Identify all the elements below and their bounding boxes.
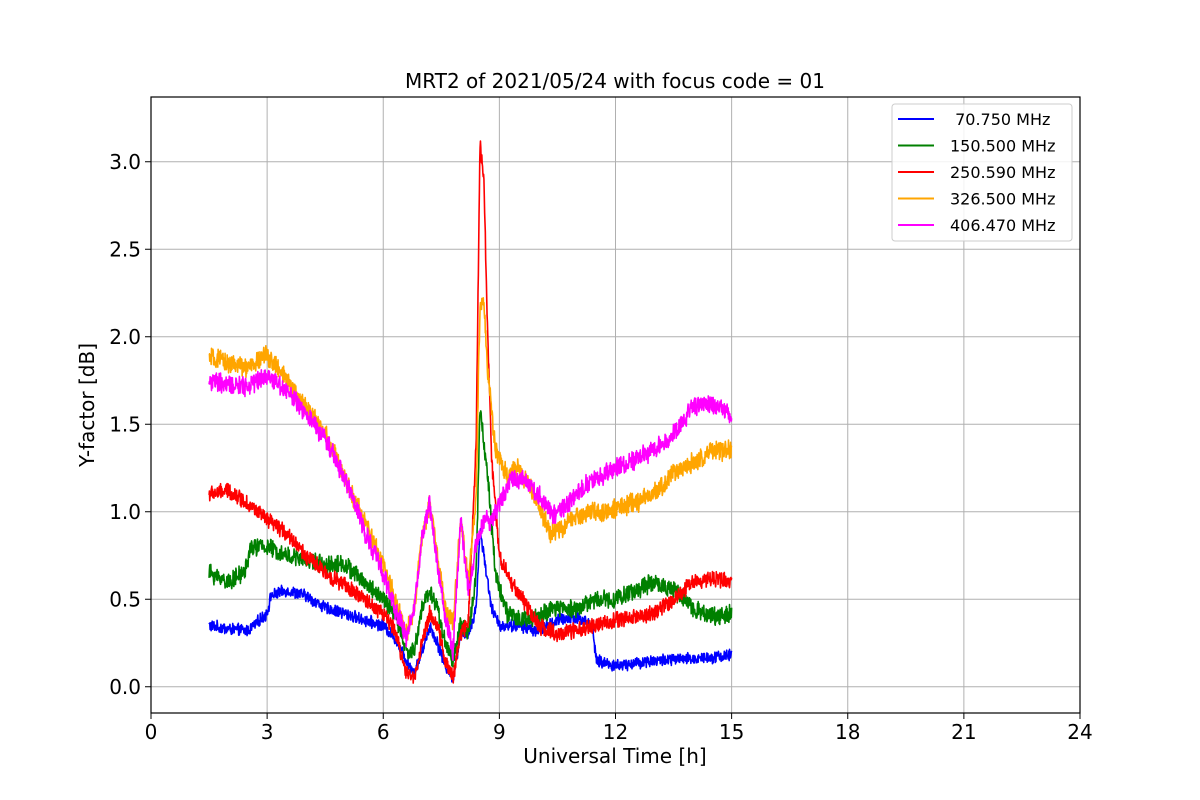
- legend-label: 70.750 MHz: [950, 110, 1050, 129]
- x-tick-label: 15: [719, 720, 744, 744]
- y-tick-label: 2.5: [109, 237, 141, 261]
- series-line: [208, 527, 733, 683]
- legend-label: 150.500 MHz: [950, 137, 1055, 156]
- x-tick-label: 12: [603, 720, 628, 744]
- x-tick-label: 18: [835, 720, 860, 744]
- series-line: [208, 369, 733, 661]
- legend-label: 250.590 MHz: [950, 163, 1055, 182]
- chart-title: MRT2 of 2021/05/24 with focus code = 01: [405, 69, 825, 93]
- legend-label: 406.470 MHz: [950, 216, 1055, 235]
- y-tick-label: 2.0: [109, 325, 141, 349]
- x-axis-label: Universal Time [h]: [523, 744, 706, 768]
- legend: 70.750 MHz 150.500 MHz 250.590 MHz 326.500 …: [891, 103, 1073, 242]
- legend-box: [891, 103, 1073, 242]
- x-tick-label: 24: [1067, 720, 1092, 744]
- y-axis-label: Y-factor [dB]: [75, 343, 99, 468]
- y-tick-label: 3.0: [109, 150, 141, 174]
- y-tick-label: 1.0: [109, 500, 141, 524]
- x-tick-label: 9: [493, 720, 506, 744]
- x-axis: 0 3 6 9 12 15 18 21 24: [145, 713, 1093, 744]
- legend-label: 326.500 MHz: [950, 190, 1055, 209]
- series-line: [208, 410, 733, 668]
- y-tick-label: 1.5: [109, 412, 141, 436]
- x-tick-label: 3: [261, 720, 274, 744]
- x-tick-label: 21: [951, 720, 976, 744]
- y-tick-label: 0.0: [109, 675, 141, 699]
- x-tick-label: 6: [377, 720, 390, 744]
- y-axis: 0.0 0.5 1.0 1.5 2.0 2.5 3.0: [109, 150, 151, 699]
- y-tick-label: 0.5: [109, 587, 141, 611]
- x-tick-label: 0: [145, 720, 158, 744]
- series-layer: [208, 140, 733, 684]
